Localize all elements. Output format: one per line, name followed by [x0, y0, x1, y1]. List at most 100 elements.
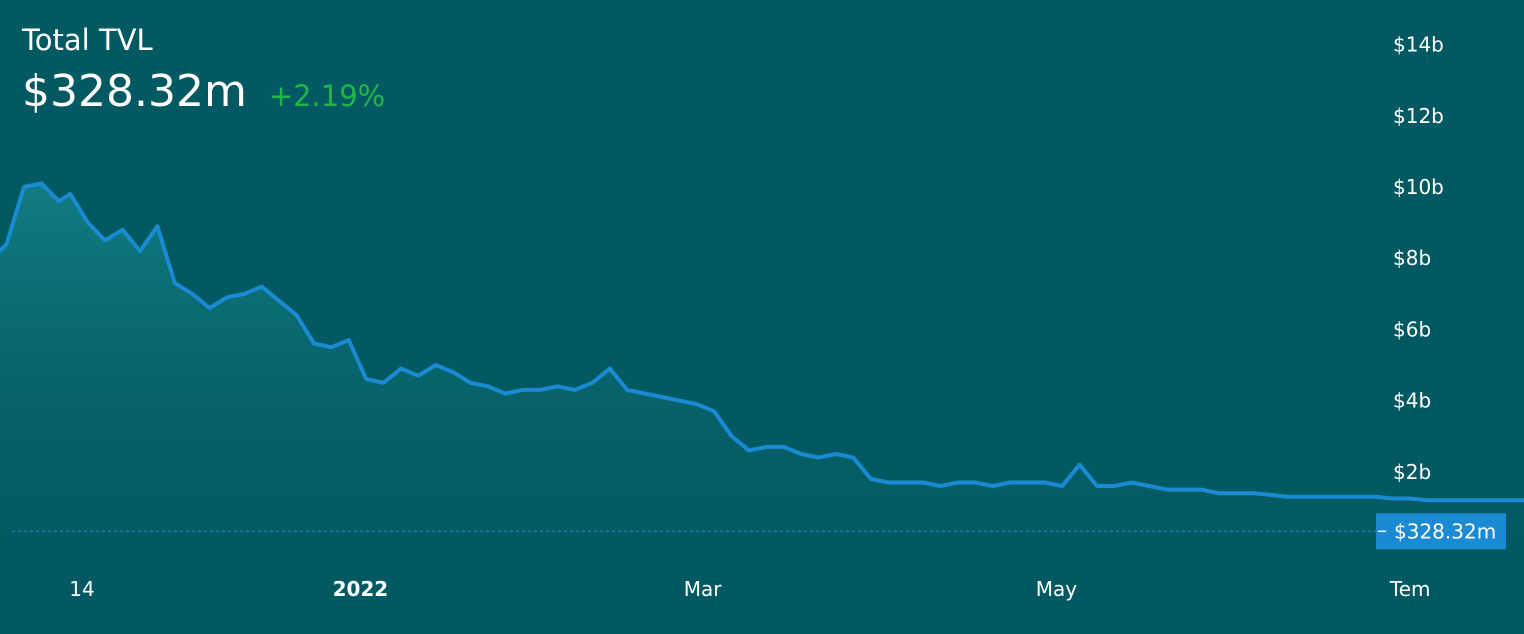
data-point	[608, 367, 611, 370]
data-point	[486, 385, 490, 388]
data-point	[40, 182, 43, 185]
data-point	[1043, 481, 1047, 484]
y-tick-label: $6b	[1393, 317, 1431, 341]
data-point	[295, 314, 298, 317]
data-point	[382, 381, 385, 384]
change-percent: +2.19%	[268, 79, 386, 113]
x-tick-label: Tem	[1389, 577, 1431, 601]
data-point	[1356, 495, 1360, 498]
x-axis: 142022MarMayTemEylKas	[69, 577, 1431, 601]
data-point	[69, 192, 72, 196]
data-point	[1269, 493, 1273, 497]
last-value-label: $328.32m	[1394, 519, 1496, 543]
data-point	[1374, 495, 1377, 498]
data-point	[521, 388, 524, 392]
value-row: $328.32m +2.19%	[22, 64, 385, 120]
series-line	[0, 181, 1524, 503]
data-point	[1409, 497, 1412, 500]
x-tick-label: Mar	[684, 577, 723, 601]
data-point	[1235, 492, 1238, 495]
data-point	[173, 281, 176, 285]
data-point	[817, 456, 820, 459]
y-tick-label: $2b	[1393, 460, 1431, 484]
data-point	[104, 239, 107, 242]
data-point	[1182, 488, 1186, 491]
last-value-box	[1376, 513, 1506, 550]
area-layer	[0, 183, 1524, 543]
data-point	[974, 481, 977, 484]
data-point	[956, 481, 959, 484]
y-tick-label: $8b	[1393, 246, 1431, 270]
data-point	[869, 477, 872, 481]
data-point	[1130, 481, 1134, 484]
data-point	[399, 367, 403, 370]
data-point	[1461, 499, 1464, 502]
data-point	[852, 456, 855, 459]
data-point	[782, 445, 785, 449]
data-point	[156, 225, 159, 228]
data-point	[1304, 495, 1308, 498]
data-point	[57, 200, 60, 203]
data-point	[365, 378, 368, 381]
data-point	[660, 395, 664, 399]
data-point	[1339, 495, 1342, 498]
area-fill	[0, 183, 1524, 543]
data-point	[1287, 495, 1290, 498]
data-point	[1061, 484, 1064, 488]
data-point	[765, 445, 768, 449]
data-point	[243, 292, 246, 295]
data-point	[1478, 499, 1482, 502]
last-value-marker: $328.32m	[1376, 513, 1506, 550]
data-point	[1496, 499, 1499, 502]
data-point	[278, 299, 281, 303]
data-point	[678, 399, 681, 402]
data-point	[138, 249, 142, 253]
data-point	[504, 392, 507, 395]
data-point	[260, 285, 263, 288]
data-point	[1095, 484, 1099, 488]
data-point	[452, 370, 455, 374]
data-point	[747, 449, 751, 452]
data-point	[643, 392, 646, 395]
data-point	[1200, 488, 1203, 491]
data-point	[539, 388, 542, 392]
chart-title: Total TVL	[22, 23, 153, 57]
data-point	[904, 481, 907, 484]
data-point	[5, 242, 8, 246]
x-tick-label: May	[1036, 577, 1078, 601]
data-point	[312, 342, 316, 345]
data-point	[1513, 499, 1516, 502]
data-point	[1165, 488, 1168, 491]
data-point	[573, 388, 577, 392]
y-tick-label: $10b	[1393, 175, 1444, 199]
data-point	[1217, 492, 1221, 495]
data-point	[469, 381, 472, 384]
data-point	[626, 388, 629, 392]
data-point	[991, 484, 994, 488]
data-point	[713, 410, 716, 413]
header: Total TVL $328.32m +2.19%	[22, 22, 385, 120]
y-axis: $2b $4b $6b $8b $10b $12b $14b	[1393, 33, 1444, 484]
y-tick-label: $12b	[1393, 104, 1444, 128]
x-tick-label: 2022	[333, 577, 389, 601]
data-point	[887, 481, 890, 484]
data-point	[556, 385, 559, 388]
y-tick-label: $4b	[1393, 389, 1431, 413]
data-point	[86, 221, 90, 224]
data-point	[434, 363, 437, 367]
data-point	[1322, 495, 1325, 498]
data-point	[800, 452, 803, 456]
x-tick-label: 14	[69, 577, 94, 601]
data-point	[22, 185, 26, 189]
y-tick-label: $14b	[1393, 33, 1444, 57]
data-point	[939, 484, 942, 488]
data-point	[1443, 499, 1447, 502]
data-point	[1113, 484, 1116, 488]
data-point	[347, 338, 350, 342]
data-point	[225, 296, 229, 299]
data-point	[730, 435, 733, 438]
data-point	[121, 228, 124, 231]
data-point	[417, 374, 420, 377]
data-point	[330, 346, 333, 349]
